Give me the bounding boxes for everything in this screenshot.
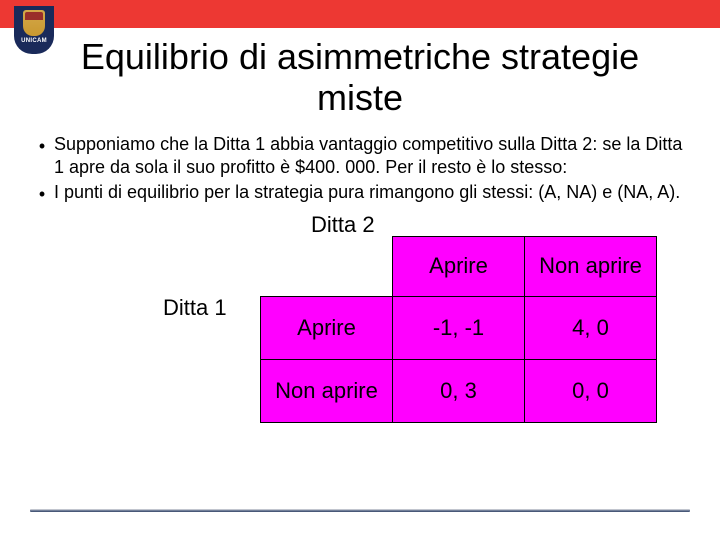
- payoff-table: Aprire Non aprire Aprire -1, -1 4, 0 Non…: [260, 236, 657, 423]
- footer-divider: [30, 509, 690, 512]
- col-header: Non aprire: [525, 236, 657, 296]
- university-logo: UNICAM: [14, 6, 54, 54]
- payoff-cell: 0, 0: [525, 359, 657, 422]
- bullet-text: I punti di equilibrio per la strategia p…: [54, 181, 690, 204]
- bullet-item: • I punti di equilibrio per la strategia…: [30, 181, 690, 206]
- bullet-list: • Supponiamo che la Ditta 1 abbia vantag…: [30, 133, 690, 206]
- bullet-marker-icon: •: [30, 181, 54, 206]
- col-header: Aprire: [393, 236, 525, 296]
- row-header: Non aprire: [261, 359, 393, 422]
- empty-corner: [261, 236, 393, 296]
- logo-text: UNICAM: [21, 38, 47, 44]
- bullet-item: • Supponiamo che la Ditta 1 abbia vantag…: [30, 133, 690, 179]
- header-bar: [0, 0, 720, 28]
- payoff-cell: -1, -1: [393, 296, 525, 359]
- slide-title: Equilibrio di asimmetriche strategie mis…: [0, 36, 720, 119]
- player1-label: Ditta 1: [163, 295, 227, 321]
- player2-label: Ditta 2: [311, 212, 375, 238]
- payoff-cell: 4, 0: [525, 296, 657, 359]
- bullet-marker-icon: •: [30, 133, 54, 158]
- bullet-text: Supponiamo che la Ditta 1 abbia vantaggi…: [54, 133, 690, 179]
- logo-shield-icon: [23, 10, 45, 36]
- row-header: Aprire: [261, 296, 393, 359]
- payoff-cell: 0, 3: [393, 359, 525, 422]
